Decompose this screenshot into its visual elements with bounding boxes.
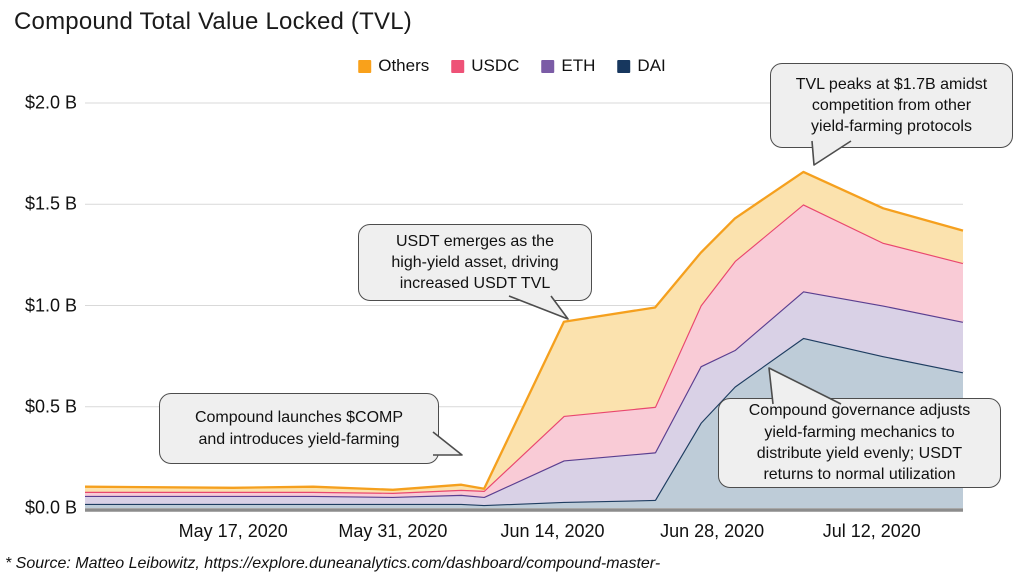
usdc-swatch-icon [451, 59, 465, 73]
legend-item-usdc: USDC [451, 56, 519, 76]
x-tick-label: Jul 12, 2020 [822, 521, 921, 541]
legend-item-others: Others [358, 56, 429, 76]
y-tick-label: $0.5 B [24, 396, 77, 417]
legend-label: DAI [637, 56, 666, 75]
legend-item-eth: ETH [541, 56, 595, 76]
dai-swatch-icon [617, 59, 631, 73]
legend-label: ETH [561, 56, 596, 75]
legend-item-dai: DAI [617, 56, 666, 76]
x-tick-label: May 31, 2020 [338, 521, 448, 541]
area-eth [85, 291, 963, 505]
line-others [84, 170, 964, 491]
y-tick-label: $2.0 B [24, 92, 77, 113]
chart-title: Compound Total Value Locked (TVL) [14, 8, 412, 35]
x-tick-label: Jun 28, 2020 [660, 521, 765, 541]
legend: Others USDC ETH DAI [358, 56, 666, 76]
legend-label: USDC [471, 56, 520, 75]
y-tick-label: $1.0 B [24, 295, 77, 315]
x-tick-label: Jun 14, 2020 [500, 521, 605, 541]
eth-swatch-icon [541, 59, 555, 73]
area-usdc [85, 204, 963, 497]
area-others [85, 171, 963, 493]
legend-label: Others [378, 56, 430, 75]
x-tick-label: May 17, 2020 [178, 521, 288, 541]
source-note: * Source: Matteo Leibowitz, https://expl… [5, 555, 661, 572]
y-tick-label: $0.0 B [24, 497, 77, 518]
y-tick-label: $1.5 B [24, 193, 77, 214]
others-swatch-icon [358, 59, 372, 73]
